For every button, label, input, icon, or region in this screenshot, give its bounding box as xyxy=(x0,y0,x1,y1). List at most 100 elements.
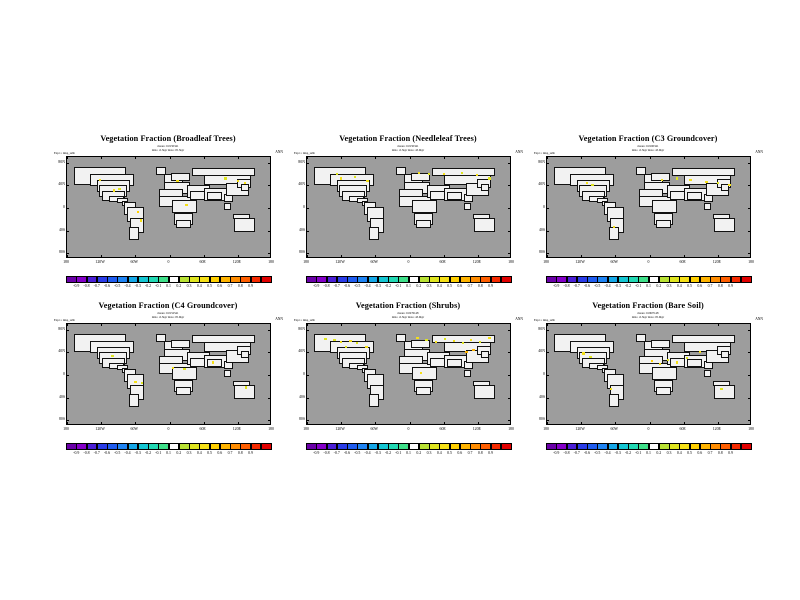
colorbar-tick-label: 0.6 xyxy=(697,451,703,455)
y-tick-mark-right xyxy=(267,397,270,399)
x-axis-label: 120W xyxy=(95,427,105,431)
colorbar-tick-label: 0.1 xyxy=(166,451,171,455)
landmass xyxy=(608,394,619,407)
data-cell xyxy=(185,203,188,206)
y-tick-mark-right xyxy=(267,162,270,164)
colorbar-cell xyxy=(730,276,742,283)
landmass xyxy=(474,385,495,399)
colorbar-cell xyxy=(230,443,241,450)
x-tick-mark-top xyxy=(683,157,685,160)
season-tag: ANN xyxy=(275,316,283,321)
colorbar-cell xyxy=(107,276,118,283)
y-axis-label: 80S xyxy=(298,250,305,255)
y-axis-label: 40S xyxy=(298,394,305,399)
case-tag: Expt = mkp_ssbb xyxy=(534,150,556,155)
colorbar-cell xyxy=(730,443,742,450)
colorbar-tick-label: 0.1 xyxy=(406,451,411,455)
y-axis-label: 40S xyxy=(298,227,305,232)
colorbar-cell xyxy=(306,443,317,450)
colorbar-tick-label: -0.5 xyxy=(114,284,121,288)
colorbar-cell xyxy=(546,443,557,450)
colorbar-cell xyxy=(219,443,231,450)
x-axis-label: 0 xyxy=(167,260,170,264)
map-area: 180 120W 60W 0 60E 120E 180 80N 40N 0 40S 80S xyxy=(298,323,514,431)
colorbar-tick-label: -0.6 xyxy=(583,284,591,288)
y-tick-mark xyxy=(307,420,310,422)
colorbar-cell xyxy=(720,276,731,283)
data-cell xyxy=(442,172,445,176)
x-axis-label: 0 xyxy=(167,427,170,431)
x-tick-mark xyxy=(341,421,342,424)
colorbar-tick-label: 0.4 xyxy=(196,451,202,455)
y-axis-label: 40N xyxy=(538,182,545,187)
colorbar-tick-label: -0.9 xyxy=(553,284,560,288)
colorbar-tick-label: -0.8 xyxy=(323,451,330,455)
y-axis-label: 80S xyxy=(538,250,545,255)
landmass xyxy=(241,184,250,191)
x-axis-label: 60W xyxy=(130,427,139,431)
colorbar-cell xyxy=(669,443,680,450)
colorbar-cell xyxy=(137,443,149,450)
landmass xyxy=(368,227,379,240)
colorbar-tick-label: -0.1 xyxy=(155,451,162,455)
x-tick-mark xyxy=(101,254,102,257)
data-cell xyxy=(112,189,115,192)
landmass xyxy=(207,359,222,368)
landmass xyxy=(650,172,670,181)
x-tick-mark xyxy=(135,254,137,257)
x-tick-mark-top xyxy=(341,157,342,160)
colorbar-tick-label: 0.6 xyxy=(697,284,703,288)
colorbar-cell xyxy=(388,276,399,283)
data-cell xyxy=(658,362,662,365)
colorbar-cell xyxy=(306,276,317,283)
colorbar-tick-label: -0.2 xyxy=(624,284,632,288)
stat-mean: mean= 0.0150341 xyxy=(157,144,179,148)
panel-stats-header: mean= 0.0607148 min= -0.5kyr max= 05.0kyr… xyxy=(532,311,764,324)
colorbar-cell xyxy=(357,276,368,283)
landmass xyxy=(368,394,379,407)
data-cell xyxy=(425,338,428,341)
x-tick-mark-top xyxy=(615,324,617,327)
landmass xyxy=(481,184,490,191)
case-tag: Expt = mkp_ssbb xyxy=(294,317,316,322)
x-tick-mark xyxy=(683,421,685,424)
x-tick-mark-top xyxy=(717,157,719,160)
colorbar-tick-label: -0.5 xyxy=(594,284,601,288)
y-tick-mark-right xyxy=(507,329,510,331)
colorbar xyxy=(546,443,752,450)
colorbar-tick-label: -0.1 xyxy=(395,451,402,455)
colorbar-cell xyxy=(168,276,180,283)
colorbar-cell xyxy=(566,443,578,450)
x-axis-label: 180 xyxy=(303,260,309,264)
y-tick-mark xyxy=(307,230,310,232)
y-tick-mark xyxy=(67,352,70,354)
data-cell xyxy=(488,336,491,339)
colorbar-tick-label: -0.6 xyxy=(343,451,351,455)
data-cell xyxy=(353,175,357,178)
map-area: 180 120W 60W 0 60E 120E 180 80N 40N 0 40S 80S xyxy=(538,156,754,264)
y-axis-label: 40N xyxy=(298,349,305,354)
data-cell xyxy=(344,345,347,348)
landmass xyxy=(447,192,462,201)
data-cell xyxy=(335,172,338,176)
colorbar-cell xyxy=(740,276,752,283)
x-tick-mark-top xyxy=(203,324,205,327)
x-axis-label: 60E xyxy=(439,427,446,431)
colorbar-tick-label: -0.7 xyxy=(573,284,580,288)
y-axis-label: 40N xyxy=(538,349,545,354)
y-axis-label: 80N xyxy=(298,326,305,331)
x-axis-label: 120E xyxy=(712,427,721,431)
stat-mean: mean= 0.0160341 xyxy=(637,144,659,148)
colorbar-cell xyxy=(689,276,701,283)
y-tick-mark-right xyxy=(747,185,750,187)
colorbar-tick-label: -0.3 xyxy=(134,451,141,455)
x-tick-mark-top xyxy=(615,157,617,160)
colorbar-cell xyxy=(209,443,221,450)
colorbar-tick-label: -0.2 xyxy=(144,451,152,455)
landmass xyxy=(464,194,474,203)
colorbar-cell xyxy=(76,276,87,283)
x-tick-mark-top xyxy=(581,324,582,327)
x-tick-mark xyxy=(649,421,651,424)
colorbar-cell xyxy=(86,276,98,283)
x-axis-label: 0 xyxy=(407,260,410,264)
